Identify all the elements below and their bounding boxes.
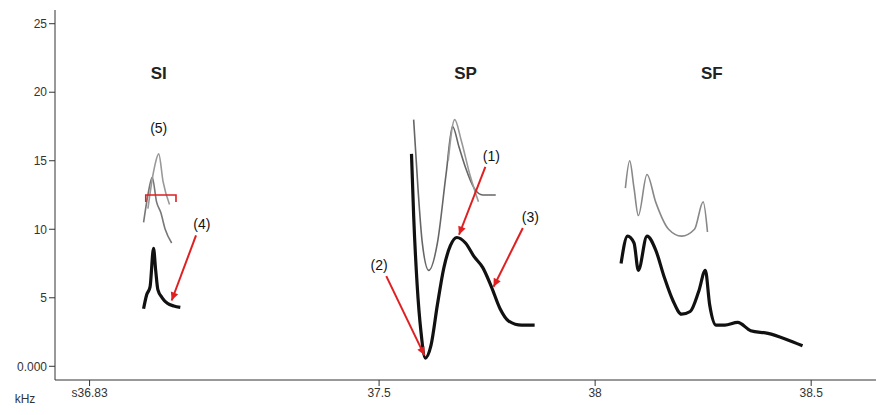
svg-text:5: 5 xyxy=(40,291,47,305)
svg-text:(5): (5) xyxy=(150,120,167,136)
svg-text:SI: SI xyxy=(151,64,167,83)
svg-text:(4): (4) xyxy=(193,216,210,232)
svg-text:37.5: 37.5 xyxy=(367,386,391,400)
svg-text:SF: SF xyxy=(701,64,723,83)
svg-text:kHz: kHz xyxy=(15,392,36,406)
svg-text:s36.83: s36.83 xyxy=(72,386,108,400)
svg-text:(3): (3) xyxy=(522,209,539,225)
svg-text:0.000: 0.000 xyxy=(17,360,47,374)
svg-text:10: 10 xyxy=(34,223,48,237)
svg-text:25: 25 xyxy=(34,17,48,31)
svg-text:(2): (2) xyxy=(371,257,388,273)
svg-text:20: 20 xyxy=(34,85,48,99)
svg-text:(1): (1) xyxy=(483,148,500,164)
svg-text:SP: SP xyxy=(454,64,477,83)
svg-text:15: 15 xyxy=(34,154,48,168)
svg-text:38: 38 xyxy=(588,386,602,400)
svg-text:38.5: 38.5 xyxy=(800,386,824,400)
